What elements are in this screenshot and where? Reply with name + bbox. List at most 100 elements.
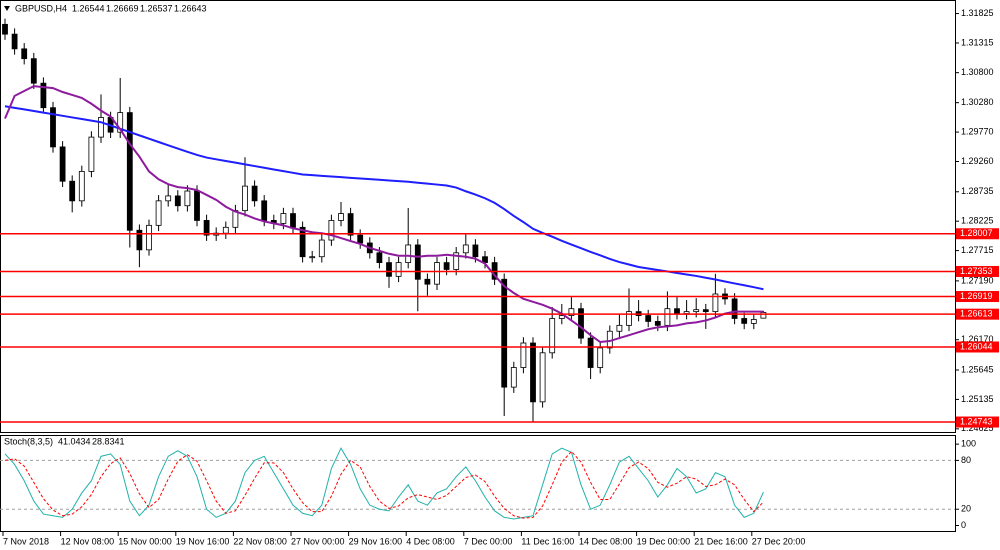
candle-body	[539, 352, 546, 403]
header-open: 1.26544	[72, 3, 105, 13]
candle-body	[146, 224, 152, 251]
level-label-bg	[956, 291, 999, 303]
candle-body	[328, 220, 335, 241]
y-tick-label: 1.29260	[961, 156, 994, 166]
candle-body	[472, 244, 479, 258]
x-tick-label: 19 Nov 16:00	[176, 536, 230, 546]
stoch-line	[4, 450, 764, 519]
candle-body	[683, 311, 690, 314]
candle-body	[530, 342, 536, 403]
y-tick-label: 1.31315	[961, 37, 994, 47]
candle-body	[645, 315, 652, 322]
y-tick-label: 1.28225	[961, 216, 994, 226]
stoch-frame	[0, 435, 956, 532]
moving-average	[4, 105, 764, 291]
header-high: 1.26669	[106, 3, 139, 13]
candle-body	[88, 136, 95, 172]
y-tick-label: 20	[961, 504, 971, 514]
candle-body	[98, 117, 104, 138]
candle-body	[693, 309, 700, 313]
candle-body	[386, 262, 392, 277]
candle-body	[434, 262, 440, 285]
candle-body	[357, 234, 364, 244]
candle-body	[174, 195, 181, 207]
symbol-title: GBPUSD,H4	[15, 3, 67, 13]
candle-body	[280, 213, 287, 224]
candle-body	[40, 82, 47, 109]
candle-body	[443, 262, 450, 270]
candle-body	[453, 252, 460, 270]
candle-body	[184, 190, 191, 207]
stoch-main-value: 41.0434	[58, 436, 91, 446]
y-tick-label: 1.29770	[961, 126, 994, 136]
stoch-signal-value: 28.8341	[92, 436, 125, 446]
candle-body	[338, 213, 344, 221]
x-tick-label: 19 Dec 00:00	[637, 536, 691, 546]
candle-body	[558, 315, 565, 319]
candle-body	[261, 200, 268, 221]
candle-body	[549, 318, 556, 354]
x-tick-label: 7 Nov 2018	[3, 536, 49, 546]
candle-body	[242, 185, 248, 212]
x-tick-label: 12 Nov 08:00	[61, 536, 115, 546]
x-tick-label: 7 Dec 00:00	[464, 536, 513, 546]
stoch-line	[4, 447, 764, 520]
candle-body	[318, 239, 325, 258]
candle-body	[568, 308, 575, 316]
y-tick-label: 100	[961, 439, 976, 449]
level-label: 1.24743	[960, 416, 993, 426]
candle-body	[136, 229, 143, 251]
x-tick-label: 11 Dec 16:00	[521, 536, 574, 546]
candle-body	[78, 171, 85, 202]
candle-body	[750, 319, 757, 324]
y-tick-label: 0	[961, 520, 966, 530]
candle-body	[510, 367, 517, 388]
candle-body	[194, 190, 200, 221]
candle-body	[616, 324, 623, 332]
y-tick-label: 1.30280	[961, 97, 994, 107]
candle-body	[155, 200, 162, 226]
level-label-bg	[956, 265, 999, 277]
y-tick-label: 1.25135	[961, 394, 994, 404]
x-tick-label: 21 Dec 16:00	[694, 536, 748, 546]
candle-body	[702, 309, 709, 313]
level-label: 1.26613	[960, 309, 993, 319]
candle-body	[501, 278, 508, 388]
y-tick-label: 1.24625	[961, 423, 994, 433]
level-label: 1.28007	[960, 228, 993, 238]
candle-body	[587, 337, 594, 368]
level-label: 1.27353	[960, 266, 993, 276]
candle-body	[376, 252, 383, 264]
candle-body	[760, 312, 767, 319]
candle-body	[731, 298, 738, 319]
candle-body	[395, 262, 402, 277]
candle-body	[117, 112, 124, 133]
x-tick-label: 4 Dec 08:00	[406, 536, 455, 546]
candle-body	[741, 318, 748, 324]
stoch-title: Stoch(8,3,5)	[4, 436, 53, 446]
candle-body	[165, 195, 172, 202]
candle-body	[674, 308, 680, 314]
header-close: 1.26643	[174, 3, 207, 13]
x-tick-label: 14 Dec 08:00	[579, 536, 633, 546]
candle-body	[597, 347, 604, 368]
level-label-bg	[956, 228, 999, 240]
candle-body	[299, 226, 306, 258]
candle-body	[30, 58, 37, 84]
y-tick-label: 1.25645	[961, 364, 994, 374]
y-tick-label: 1.27190	[961, 275, 994, 285]
candle-body	[2, 23, 8, 35]
y-tick-label: 1.31825	[961, 8, 994, 18]
candle-body	[59, 146, 66, 182]
level-label-bg	[956, 308, 999, 320]
candle-body	[578, 308, 584, 339]
candle-body	[414, 244, 421, 280]
header-low: 1.26537	[140, 3, 173, 13]
candle-body	[21, 48, 28, 60]
candle-body	[626, 311, 632, 326]
candle-body	[50, 107, 56, 148]
candle-body	[222, 226, 229, 234]
level-label-bg	[956, 341, 999, 353]
